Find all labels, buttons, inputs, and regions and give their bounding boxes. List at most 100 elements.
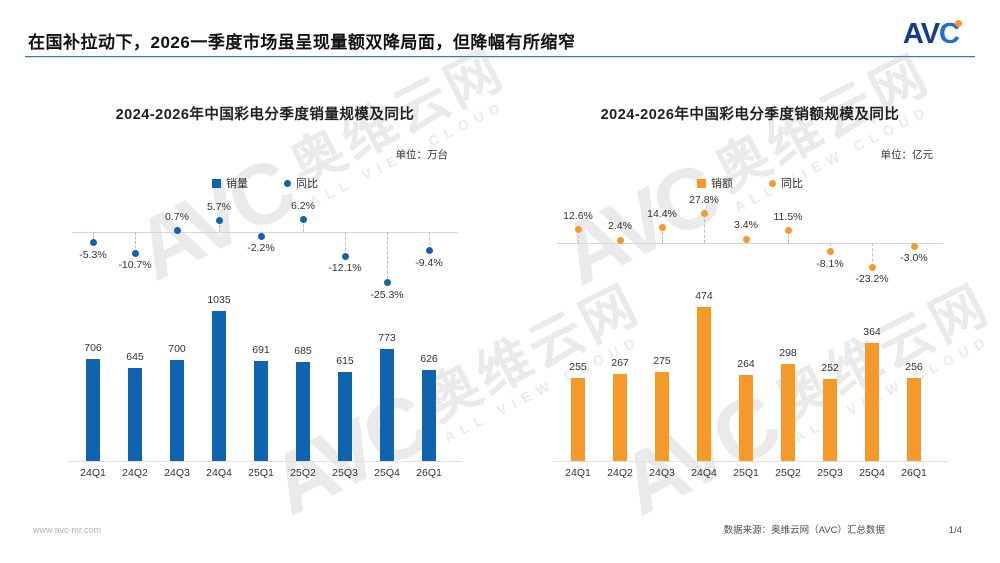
category-label: 25Q1 <box>733 467 759 479</box>
bar-value-label: 474 <box>695 290 713 302</box>
yoy-data-point <box>910 242 918 250</box>
yoy-connector-line <box>829 243 831 252</box>
legend-item-yoy: 同比 <box>284 175 318 191</box>
category-label: 25Q1 <box>248 467 274 479</box>
yoy-value-label: 5.7% <box>207 200 231 213</box>
bar-value-label: 267 <box>611 357 629 369</box>
yoy-data-point <box>299 216 307 224</box>
yoy-connector-line <box>344 232 346 257</box>
logo-text-av: AV <box>902 18 940 50</box>
logo-text-c: C <box>939 18 960 50</box>
bar-26Q1 <box>422 370 436 461</box>
bar-value-label: 773 <box>378 332 396 344</box>
yoy-data-point <box>574 226 582 234</box>
bar-25Q4 <box>380 349 394 461</box>
category-label: 24Q2 <box>122 467 148 479</box>
yoy-connector-line <box>787 230 789 243</box>
yoy-value-label: 3.4% <box>734 219 758 232</box>
bar-24Q3 <box>655 372 669 461</box>
bar-value-label: 700 <box>168 343 186 355</box>
dot-swatch-icon <box>769 179 776 187</box>
unit-label: 单位：亿元 <box>880 149 934 161</box>
category-label: 25Q4 <box>859 467 885 479</box>
yoy-data-point <box>131 249 139 257</box>
yoy-data-point <box>173 227 181 235</box>
yoy-data-point <box>826 248 834 255</box>
unit-label: 单位：万台 <box>395 149 449 161</box>
yoy-value-label: -12.1% <box>328 262 362 275</box>
yoy-zero-axis <box>557 243 943 244</box>
category-label: 25Q2 <box>775 467 801 479</box>
sales-revenue-chart: 2024-2026年中国彩电分季度销额规模及同比 单位：亿元 销额 同比 12.… <box>545 95 955 495</box>
bar-24Q2 <box>128 368 142 461</box>
plot-area: 12.6% 255 24Q1 2.4% 267 24Q2 14.4% 275 24Q3 27.8%… <box>545 95 955 495</box>
yoy-connector-line <box>703 213 705 243</box>
footer-data-source: 数据来源：奥维云网（AVC）汇总数据 <box>723 525 885 536</box>
category-label: 24Q3 <box>649 467 675 479</box>
bar-25Q4 <box>865 343 879 461</box>
yoy-connector-line <box>218 220 220 232</box>
yoy-connector-line <box>577 229 579 243</box>
yoy-value-label: -5.3% <box>79 248 107 261</box>
yoy-value-label: -8.1% <box>816 257 844 270</box>
bar-baseline-axis <box>553 461 947 462</box>
bar-24Q1 <box>571 378 585 461</box>
yoy-value-label: -3.0% <box>900 252 928 265</box>
logo-dot-icon <box>955 20 962 27</box>
chart-title: 2024-2026年中国彩电分季度销额规模及同比 <box>600 107 900 123</box>
yoy-connector-line <box>386 232 388 283</box>
category-label: 24Q1 <box>80 467 106 479</box>
bar-value-label: 685 <box>294 345 312 357</box>
bar-value-label: 255 <box>569 361 587 373</box>
legend-item-yoy: 同比 <box>769 175 803 191</box>
category-label: 25Q4 <box>374 467 400 479</box>
bar-value-label: 364 <box>863 326 881 338</box>
bar-value-label: 256 <box>905 361 923 373</box>
bar-value-label: 264 <box>737 358 755 370</box>
bar-24Q1 <box>86 359 100 461</box>
bar-25Q3 <box>823 379 837 461</box>
legend-label: 同比 <box>296 178 318 190</box>
yoy-data-point <box>425 247 433 255</box>
bar-25Q1 <box>254 361 268 461</box>
legend-label: 销量 <box>226 178 248 190</box>
yoy-zero-axis <box>72 232 458 233</box>
bar-24Q4 <box>697 307 711 461</box>
bar-swatch-icon <box>697 178 706 188</box>
category-label: 24Q4 <box>691 467 717 479</box>
yoy-data-point <box>742 235 750 243</box>
bar-value-label: 1035 <box>207 294 231 306</box>
bar-value-label: 645 <box>126 351 144 363</box>
yoy-value-label: -10.7% <box>118 259 152 272</box>
yoy-data-point <box>383 279 391 287</box>
yoy-connector-line <box>871 243 873 268</box>
yoy-value-label: -23.2% <box>855 273 889 286</box>
bar-25Q1 <box>739 375 753 461</box>
bar-value-label: 691 <box>252 344 270 356</box>
yoy-data-point <box>341 252 349 260</box>
plot-area: -5.3% 706 24Q1 -10.7% 645 24Q2 0.7% 700 24Q3 5.7%… <box>60 95 470 495</box>
yoy-value-label: 0.7% <box>165 210 189 223</box>
bar-24Q2 <box>613 374 627 461</box>
bar-value-label: 298 <box>779 347 797 359</box>
category-label: 26Q1 <box>901 467 927 479</box>
yoy-connector-line <box>661 227 663 243</box>
yoy-value-label: -9.4% <box>415 256 443 269</box>
yoy-value-label: 12.6% <box>563 209 593 222</box>
yoy-value-label: 14.4% <box>647 207 677 220</box>
chart-legend: 销额 同比 <box>545 175 955 191</box>
yoy-data-point <box>616 236 624 244</box>
yoy-connector-line <box>302 219 304 232</box>
category-label: 24Q2 <box>607 467 633 479</box>
footer-page-number: 1/4 <box>948 525 962 536</box>
bar-swatch-icon <box>212 178 221 188</box>
yoy-value-label: 27.8% <box>689 193 719 206</box>
yoy-data-point <box>868 263 876 271</box>
bar-value-label: 252 <box>821 362 839 374</box>
category-label: 24Q1 <box>565 467 591 479</box>
yoy-data-point <box>215 217 223 225</box>
legend-label: 销额 <box>711 178 733 190</box>
yoy-value-label: 2.4% <box>608 220 632 233</box>
bar-25Q2 <box>781 364 795 461</box>
